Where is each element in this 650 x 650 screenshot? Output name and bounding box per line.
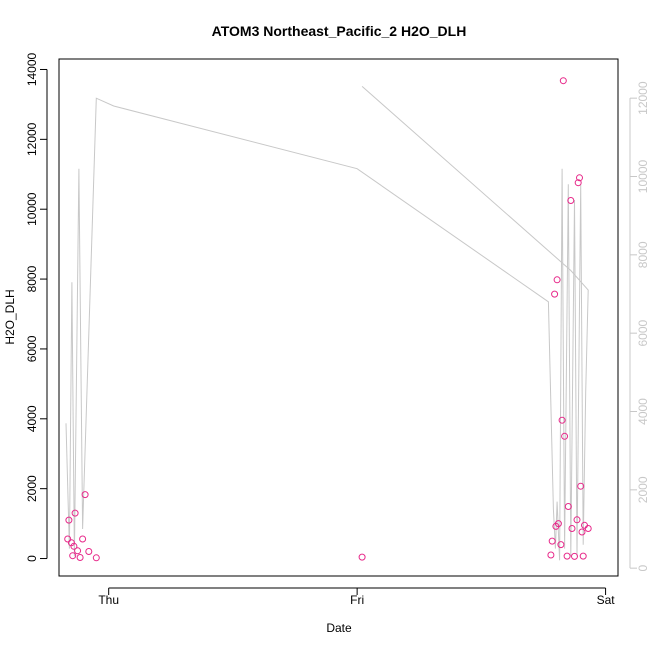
data-point bbox=[563, 552, 571, 560]
data-point bbox=[64, 535, 72, 543]
y-tick-label: 12000 bbox=[25, 122, 39, 156]
y-tick-label: 0 bbox=[25, 555, 39, 562]
chart-title: ATOM3 Northeast_Pacific_2 H2O_DLH bbox=[212, 23, 467, 39]
data-point bbox=[576, 174, 583, 182]
y-tick-label: 2000 bbox=[25, 475, 39, 502]
data-point bbox=[551, 290, 559, 298]
data-point bbox=[81, 491, 89, 499]
data-point bbox=[69, 552, 77, 560]
data-point bbox=[65, 516, 73, 524]
data-point bbox=[561, 432, 569, 440]
x-axis-label: Date bbox=[326, 621, 352, 635]
y2-tick-label: 6000 bbox=[636, 319, 650, 346]
data-point bbox=[554, 520, 562, 528]
y2-tick-label: 8000 bbox=[636, 241, 650, 268]
data-point bbox=[76, 554, 84, 561]
data-point bbox=[568, 525, 576, 532]
x-tick-label: Thu bbox=[98, 593, 119, 607]
y2-tick-label: 0 bbox=[636, 565, 650, 572]
y2-tick-label: 10000 bbox=[636, 159, 650, 193]
y-tick-label: 14000 bbox=[25, 52, 39, 86]
y-tick-label: 6000 bbox=[25, 335, 39, 362]
x-tick-label: Sat bbox=[597, 593, 616, 607]
data-point bbox=[79, 535, 87, 543]
data-point bbox=[581, 521, 588, 529]
data-point bbox=[358, 553, 366, 561]
y-tick-label: 10000 bbox=[25, 192, 39, 226]
x-tick-label: Fri bbox=[350, 593, 364, 607]
plot-frame bbox=[58, 58, 619, 577]
axes-layer: 0 2000 4000 6000 8000 10000 12000 14000 0 2000 400… bbox=[25, 52, 650, 607]
y2-tick-label: 4000 bbox=[636, 398, 650, 425]
series-line bbox=[65, 86, 589, 561]
data-point bbox=[577, 482, 585, 490]
data-point bbox=[574, 179, 582, 187]
data-point bbox=[548, 537, 556, 545]
data-point bbox=[558, 416, 566, 424]
data-point bbox=[85, 548, 93, 555]
series-layer bbox=[64, 77, 592, 562]
data-point bbox=[573, 516, 581, 524]
y2-tick-label: 2000 bbox=[636, 476, 650, 503]
data-point bbox=[579, 552, 587, 560]
data-point bbox=[578, 528, 586, 536]
data-point bbox=[564, 503, 572, 510]
data-point bbox=[567, 197, 575, 204]
data-point bbox=[584, 525, 592, 532]
data-point bbox=[559, 77, 567, 85]
data-point bbox=[74, 547, 82, 555]
data-point bbox=[71, 509, 79, 517]
y2-tick-label: 12000 bbox=[636, 81, 650, 115]
y-tick-label: 4000 bbox=[25, 405, 39, 432]
data-point bbox=[70, 542, 78, 550]
data-point bbox=[553, 276, 561, 284]
data-point bbox=[571, 552, 578, 560]
y-tick-label: 8000 bbox=[25, 265, 39, 292]
data-point bbox=[557, 541, 565, 549]
y-axis-label: H2O_DLH bbox=[3, 289, 17, 344]
data-point bbox=[547, 551, 555, 559]
data-point bbox=[92, 554, 100, 562]
